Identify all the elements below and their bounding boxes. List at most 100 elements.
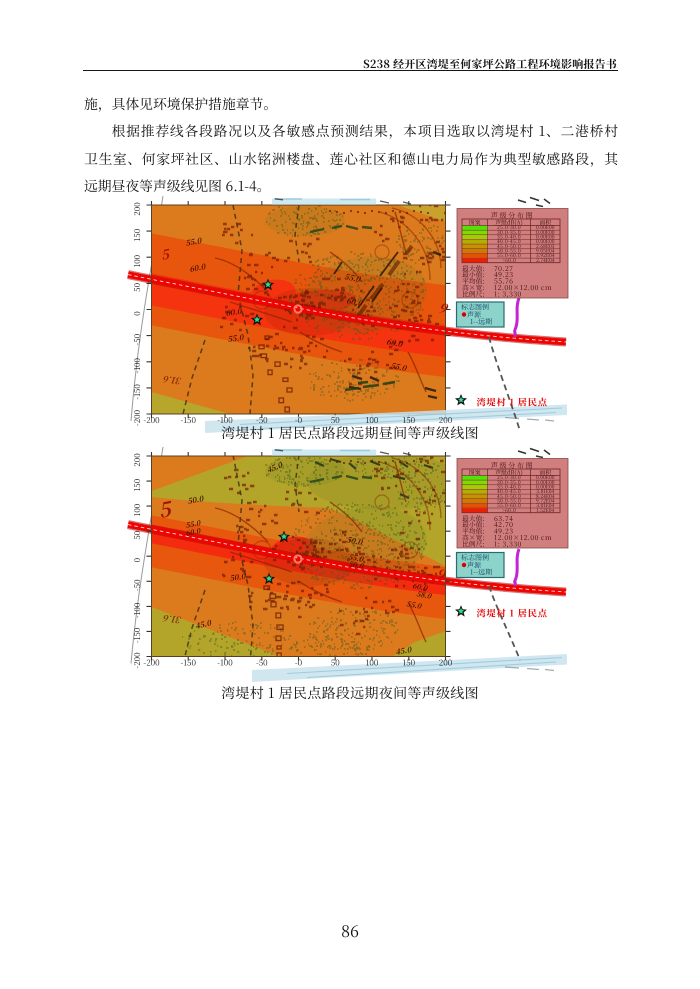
svg-text:声级分布图: 声级分布图 [491,211,534,221]
svg-text:50.0: 50.0 [229,571,248,584]
svg-text:40.0-45.0: 40.0-45.0 [497,488,521,495]
svg-text:0.00E00: 0.00E00 [536,479,555,486]
svg-text:50.0: 50.0 [345,534,364,548]
svg-text:60.0: 60.0 [225,306,244,319]
svg-text:图案: 图案 [469,467,481,476]
svg-text:高×宽:: 高×宽: [462,282,485,292]
svg-text:比例尺:: 比例尺: [462,288,485,298]
svg-text:31.6: 31.6 [161,373,182,388]
svg-text:0.00E00: 0.00E00 [536,234,555,241]
svg-text:45.0: 45.0 [194,617,214,632]
svg-text:63.74: 63.74 [494,513,513,523]
svg-text:1.52E04: 1.52E04 [536,507,554,514]
svg-text:30.0-35.0: 30.0-35.0 [497,479,521,486]
svg-text:50.0: 50.0 [347,559,364,572]
svg-text:30.0-35.0: 30.0-35.0 [497,229,521,236]
svg-text:42.70: 42.70 [494,519,513,529]
svg-text:-200: -200 [143,415,160,426]
svg-text:200: 200 [132,453,143,467]
svg-text:200: 200 [132,202,143,216]
svg-text:1--远期: 1--远期 [470,568,492,578]
svg-text:0: 0 [132,311,143,316]
svg-text:55.0: 55.0 [185,518,202,531]
svg-text:50: 50 [331,658,340,669]
svg-text:50: 50 [132,282,143,291]
svg-text:55.0: 55.0 [184,235,203,249]
svg-text:-50: -50 [132,579,143,591]
svg-text:60.0: 60.0 [411,581,428,594]
svg-text:25.0-30.0: 25.0-30.0 [497,474,521,481]
svg-text:100: 100 [132,503,143,516]
svg-text:声级dB(A): 声级dB(A) [495,467,523,476]
svg-text:55.76: 55.76 [494,276,513,286]
svg-text:3.92E04: 3.92E04 [536,252,555,259]
svg-text:8.24E04: 8.24E04 [536,493,555,500]
svg-text:-0: -0 [295,658,303,669]
svg-text:100: 100 [366,415,379,426]
svg-text:35.0-40.0: 35.0-40.0 [497,484,521,491]
svg-text:100: 100 [366,658,379,669]
svg-text:湾堤村 1 居民点: 湾堤村 1 居民点 [477,606,548,620]
svg-text:-50: -50 [256,658,268,669]
svg-text:50: 50 [132,530,143,539]
svg-text:平均值:: 平均值: [462,526,485,536]
svg-text:-200: -200 [132,409,143,426]
svg-text:-200: -200 [132,652,143,669]
svg-text:-100: -100 [132,358,143,374]
svg-text:49.23: 49.23 [494,269,513,279]
svg-text:31.6: 31.6 [161,612,182,627]
svg-text:湾堤村 1 居民点: 湾堤村 1 居民点 [477,394,548,408]
svg-text:2.74E04: 2.74E04 [536,257,555,264]
svg-text:150: 150 [132,228,143,241]
svg-text:49.23: 49.23 [494,526,513,536]
svg-text:-200: -200 [143,658,160,669]
svg-text:150: 150 [132,478,143,491]
svg-text:200: 200 [439,658,453,669]
svg-text:45.0-50.0: 45.0-50.0 [497,493,521,500]
svg-text:声源: 声源 [467,310,481,320]
svg-text:-50: -50 [256,415,268,426]
svg-text:最大值:: 最大值: [462,513,485,523]
svg-text:-100: -100 [217,658,233,669]
svg-text:标志图例: 标志图例 [461,303,489,313]
svg-text:0.00E00: 0.00E00 [536,484,555,491]
svg-text:70.27: 70.27 [494,263,513,273]
svg-text:>60.0: >60.0 [502,507,516,514]
svg-text:55.0-60.0: 55.0-60.0 [497,252,521,259]
svg-text:最大值:: 最大值: [462,263,485,273]
svg-text:3.01E04: 3.01E04 [536,502,554,509]
svg-text:0: 0 [132,557,143,562]
svg-text:声级分布图: 声级分布图 [491,461,534,471]
svg-text:平均值:: 平均值: [462,276,485,286]
svg-text:150: 150 [402,658,415,669]
svg-text:12.00×12.00 cm: 12.00×12.00 cm [494,532,552,542]
svg-text:声级dB(A): 声级dB(A) [495,217,523,226]
svg-text:50.0: 50.0 [186,493,205,507]
svg-text:1--远期: 1--远期 [470,317,492,327]
svg-text:标志图例: 标志图例 [461,553,489,563]
svg-text:60.0: 60.0 [188,261,207,275]
svg-text:58.0: 58.0 [415,589,432,602]
svg-text:55.0-60.0: 55.0-60.0 [497,502,521,509]
svg-text:0.00E00: 0.00E00 [536,474,555,481]
svg-text:60.0: 60.0 [385,336,404,350]
svg-text:100: 100 [132,254,143,267]
svg-text:55.0: 55.0 [347,552,364,565]
svg-text:-150: -150 [132,384,143,400]
svg-text:2.68E03: 2.68E03 [536,243,555,250]
svg-text:55.0: 55.0 [227,332,246,345]
svg-text:45.0: 45.0 [394,644,413,658]
svg-text:-150: -150 [180,415,196,426]
svg-text:150: 150 [402,415,415,426]
svg-text:40.0-45.0: 40.0-45.0 [497,238,521,245]
svg-text:最小值:: 最小值: [462,269,485,279]
svg-text:>60.0: >60.0 [502,257,516,264]
svg-text:0.00E00: 0.00E00 [536,229,555,236]
svg-text:-150: -150 [180,658,196,669]
svg-text:50.0-55.0: 50.0-55.0 [497,498,521,505]
svg-text:高×宽:: 高×宽: [462,532,485,542]
svg-text:1: 3,330: 1: 3,330 [494,288,522,298]
svg-text:-150: -150 [132,627,143,643]
svg-text:9.05E04: 9.05E04 [536,248,555,255]
svg-text:45.0-50.0: 45.0-50.0 [497,243,521,250]
